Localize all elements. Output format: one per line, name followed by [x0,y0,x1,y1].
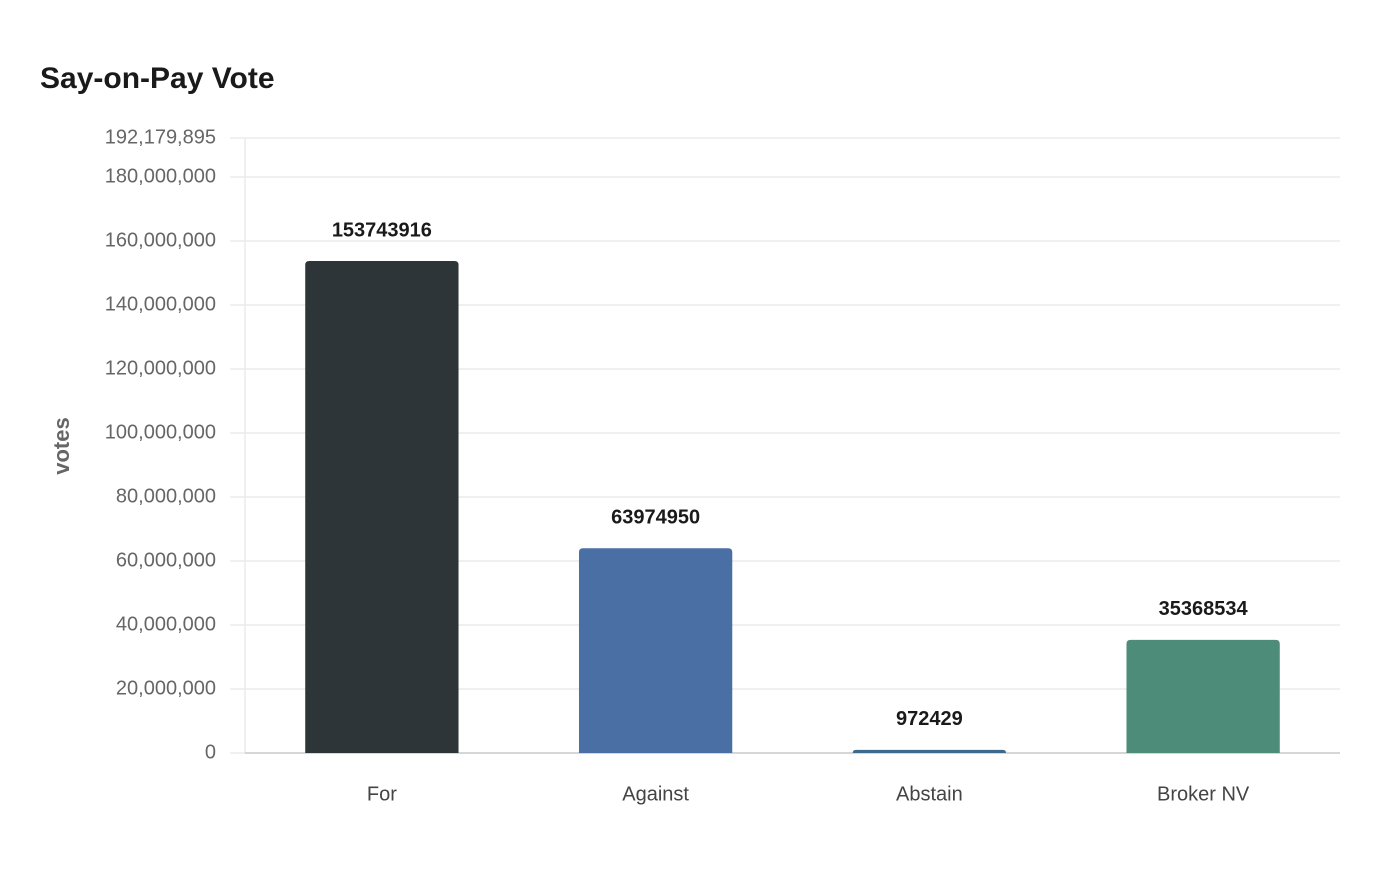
y-tick-label: 140,000,000 [105,293,216,315]
value-label: 63974950 [611,507,700,529]
y-tick-label: 20,000,000 [116,677,216,699]
bar [852,749,1007,753]
y-tick-label: 80,000,000 [116,485,216,507]
y-tick-label: 120,000,000 [105,357,216,379]
bar [305,261,459,753]
x-tick-label: Broker NV [1157,783,1250,805]
x-tick-label: For [367,783,397,805]
y-tick-label: 40,000,000 [116,613,216,635]
y-tick-label: 60,000,000 [116,549,216,571]
chart-title: Say-on-Pay Vote [40,62,275,95]
value-label: 972429 [896,708,963,730]
y-axis-label: votes [49,417,74,474]
y-tick-label: 0 [205,741,216,763]
y-tick-label: 160,000,000 [105,229,216,251]
x-tick-label: Against [622,783,689,805]
y-tick-label: 192,179,895 [105,126,216,148]
bar [1126,639,1280,753]
value-label: 153743916 [332,219,432,241]
x-tick-label: Abstain [896,783,963,805]
value-label: 35368534 [1159,598,1249,620]
y-tick-label: 100,000,000 [105,421,216,443]
y-tick-label: 180,000,000 [105,165,216,187]
bar [578,548,733,753]
